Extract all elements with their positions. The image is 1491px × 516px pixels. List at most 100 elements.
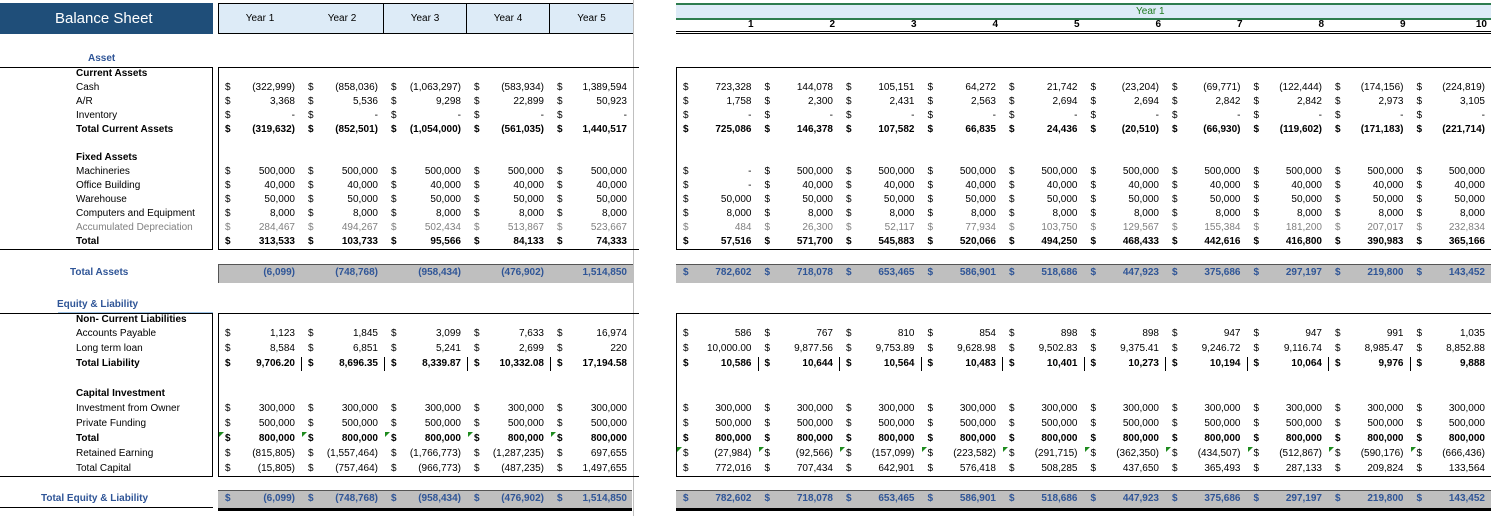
left-cell: $300,000 xyxy=(468,402,550,416)
cell-value: 800,000 xyxy=(1448,433,1485,444)
currency-symbol: $ xyxy=(557,194,563,205)
currency-symbol: $ xyxy=(1172,463,1178,474)
currency-symbol: $ xyxy=(474,418,480,429)
right-cell: $10,483 xyxy=(922,357,1003,371)
currency-symbol: $ xyxy=(391,403,397,414)
cell-value: 9,375.41 xyxy=(1120,343,1159,354)
currency-symbol: $ xyxy=(474,343,480,354)
left-cell: $40,000 xyxy=(219,179,301,193)
currency-symbol: $ xyxy=(308,493,314,504)
right-cell: $375,686 xyxy=(1166,266,1247,280)
right-cell: $300,000 xyxy=(1166,402,1247,416)
cell-value: 545,883 xyxy=(878,236,915,247)
cell-value: 718,078 xyxy=(796,493,833,504)
row-label: Total xyxy=(76,236,100,247)
currency-symbol: $ xyxy=(764,267,771,278)
right-cell: $586,901 xyxy=(922,266,1003,280)
cell-value: 300,000 xyxy=(341,403,378,414)
year-header-1[interactable]: Year 1 xyxy=(218,3,302,34)
period-header-9[interactable]: 9 xyxy=(1399,19,1406,30)
currency-symbol: $ xyxy=(225,343,231,354)
right-cell: $50,000 xyxy=(677,193,758,207)
currency-symbol: $ xyxy=(764,180,771,191)
currency-symbol: $ xyxy=(1253,358,1260,369)
left-cell: (6,099) xyxy=(219,266,301,280)
right-cell: $854 xyxy=(922,327,1003,341)
currency-symbol: $ xyxy=(557,343,563,354)
currency-symbol: $ xyxy=(764,418,771,429)
cell-value: 723,328 xyxy=(715,82,752,93)
period-header-6[interactable]: 6 xyxy=(1155,19,1161,30)
right-cell: $772,016 xyxy=(677,462,758,476)
year-header-2[interactable]: Year 2 xyxy=(301,3,384,34)
year-header-4[interactable]: Year 4 xyxy=(467,3,550,34)
year-header-5[interactable]: Year 5 xyxy=(550,3,634,34)
period-header-7[interactable]: 7 xyxy=(1236,19,1243,30)
right-cell: $500,000 xyxy=(1085,165,1166,179)
cell-value: 653,465 xyxy=(878,267,915,278)
right-cell: $500,000 xyxy=(1248,165,1329,179)
right-cell: $8,852.88 xyxy=(1411,342,1491,356)
left-cell: $ - xyxy=(385,109,467,123)
period-header-1[interactable]: 1 xyxy=(747,19,754,30)
currency-symbol: $ xyxy=(1335,96,1341,107)
period-header-5[interactable]: 5 xyxy=(1073,19,1080,30)
right-cell: $9,877.56 xyxy=(759,342,840,356)
currency-symbol: $ xyxy=(764,194,771,205)
cell-value: 143,452 xyxy=(1448,267,1485,278)
period-header-4[interactable]: 4 xyxy=(992,19,998,30)
period-header-10[interactable]: 10 xyxy=(1475,19,1487,30)
year-header-3[interactable]: Year 3 xyxy=(384,3,467,34)
currency-symbol: $ xyxy=(1009,418,1015,429)
right-cell: $500,000 xyxy=(1166,417,1247,431)
right-cell: $ - xyxy=(1411,109,1491,123)
cell-value: 800,000 xyxy=(507,433,544,444)
left-cell: $500,000 xyxy=(219,165,301,179)
left-cell: $ (852,501) xyxy=(302,123,384,137)
right-cell: $ (157,099) xyxy=(840,447,921,461)
cell-value: (748,768) xyxy=(335,267,378,278)
currency-symbol: $ xyxy=(1416,180,1423,191)
right-cell: $500,000 xyxy=(1411,165,1491,179)
currency-symbol: $ xyxy=(1090,328,1097,339)
period-header-2[interactable]: 2 xyxy=(829,19,835,30)
currency-symbol: $ xyxy=(683,110,689,121)
currency-symbol: $ xyxy=(1172,110,1178,121)
row-label: Computers and Equipment xyxy=(76,208,195,219)
right-cell: $2,694 xyxy=(1085,95,1166,109)
cell-value: (757,464) xyxy=(335,463,378,474)
period-header-8[interactable]: 8 xyxy=(1318,19,1324,30)
cell-value: 9,706.20 xyxy=(256,358,295,369)
right-cell: $9,628.98 xyxy=(922,342,1003,356)
error-flag-icon xyxy=(1003,447,1008,452)
period-header-3[interactable]: 3 xyxy=(910,19,917,30)
right-cell: $9,502.83 xyxy=(1003,342,1084,356)
currency-symbol: $ xyxy=(846,448,852,459)
right-cell: $ (224,819) xyxy=(1411,81,1491,95)
right-cell: $297,197 xyxy=(1248,492,1329,506)
cell-value: 500,000 xyxy=(715,418,752,429)
currency-symbol: $ xyxy=(474,166,480,177)
right-cell: $66,835 xyxy=(922,123,1003,137)
cell-value: 5,536 xyxy=(352,96,378,107)
right-cell: $50,000 xyxy=(1411,193,1491,207)
cell-value: (958,434) xyxy=(418,493,461,504)
cell-value: 155,384 xyxy=(1204,222,1241,233)
right-cell: $ (512,867) xyxy=(1247,447,1329,461)
currency-symbol: $ xyxy=(474,110,480,121)
cell-value: 8,000 xyxy=(1052,208,1078,219)
right-cell: $365,166 xyxy=(1411,235,1491,249)
cell-value: 1,514,850 xyxy=(582,493,628,504)
cell-value: - xyxy=(1400,110,1404,121)
cell-value: (6,099) xyxy=(263,267,295,278)
right-year-header[interactable]: Year 1 xyxy=(676,3,1491,20)
cell-value: 500,000 xyxy=(1122,418,1159,429)
cell-value: (322,999) xyxy=(252,82,295,93)
cell-value: 653,465 xyxy=(878,493,915,504)
currency-symbol: $ xyxy=(557,222,563,233)
cell-value: 3,099 xyxy=(435,328,461,339)
currency-symbol: $ xyxy=(1009,82,1015,93)
right-cell: $9,246.72 xyxy=(1166,342,1247,356)
currency-symbol: $ xyxy=(1416,222,1423,233)
right-cell: $800,000 xyxy=(1003,432,1084,446)
